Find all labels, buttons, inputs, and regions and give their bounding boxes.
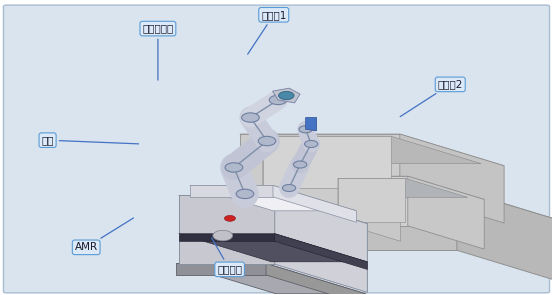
Circle shape: [258, 136, 276, 146]
Polygon shape: [263, 136, 353, 215]
Polygon shape: [400, 134, 504, 223]
Polygon shape: [179, 234, 367, 262]
Polygon shape: [201, 189, 553, 249]
Polygon shape: [176, 263, 366, 294]
Polygon shape: [273, 88, 300, 103]
Text: 原料框2: 原料框2: [400, 79, 463, 117]
Polygon shape: [275, 234, 367, 269]
Circle shape: [294, 161, 307, 168]
Circle shape: [236, 189, 254, 199]
Text: 原料框1: 原料框1: [248, 10, 286, 54]
Polygon shape: [338, 178, 400, 241]
Polygon shape: [266, 263, 366, 295]
Polygon shape: [275, 196, 367, 292]
Polygon shape: [240, 134, 504, 166]
Text: 成品料框: 成品料框: [212, 238, 242, 274]
Polygon shape: [263, 136, 391, 188]
Polygon shape: [240, 134, 400, 191]
Circle shape: [242, 113, 259, 122]
Polygon shape: [176, 263, 266, 275]
Circle shape: [213, 230, 233, 241]
Circle shape: [269, 95, 287, 105]
Polygon shape: [321, 176, 408, 226]
Circle shape: [279, 91, 294, 100]
Polygon shape: [408, 176, 484, 249]
Circle shape: [225, 163, 243, 172]
Circle shape: [305, 140, 318, 148]
Polygon shape: [179, 234, 275, 241]
Polygon shape: [201, 189, 457, 250]
Polygon shape: [457, 189, 553, 295]
Polygon shape: [190, 186, 273, 197]
Polygon shape: [263, 136, 481, 164]
Polygon shape: [190, 186, 356, 211]
Polygon shape: [306, 117, 317, 131]
Circle shape: [283, 184, 296, 191]
Circle shape: [299, 126, 312, 133]
Polygon shape: [338, 178, 468, 197]
FancyBboxPatch shape: [3, 5, 550, 293]
Text: AMR: AMR: [75, 218, 133, 252]
Text: 协作机器人: 协作机器人: [142, 24, 174, 80]
Polygon shape: [179, 196, 367, 224]
Polygon shape: [273, 186, 356, 222]
Text: 抓手: 抓手: [41, 135, 139, 145]
Polygon shape: [321, 176, 484, 199]
Polygon shape: [338, 178, 405, 222]
Polygon shape: [179, 196, 275, 264]
Circle shape: [225, 215, 236, 221]
